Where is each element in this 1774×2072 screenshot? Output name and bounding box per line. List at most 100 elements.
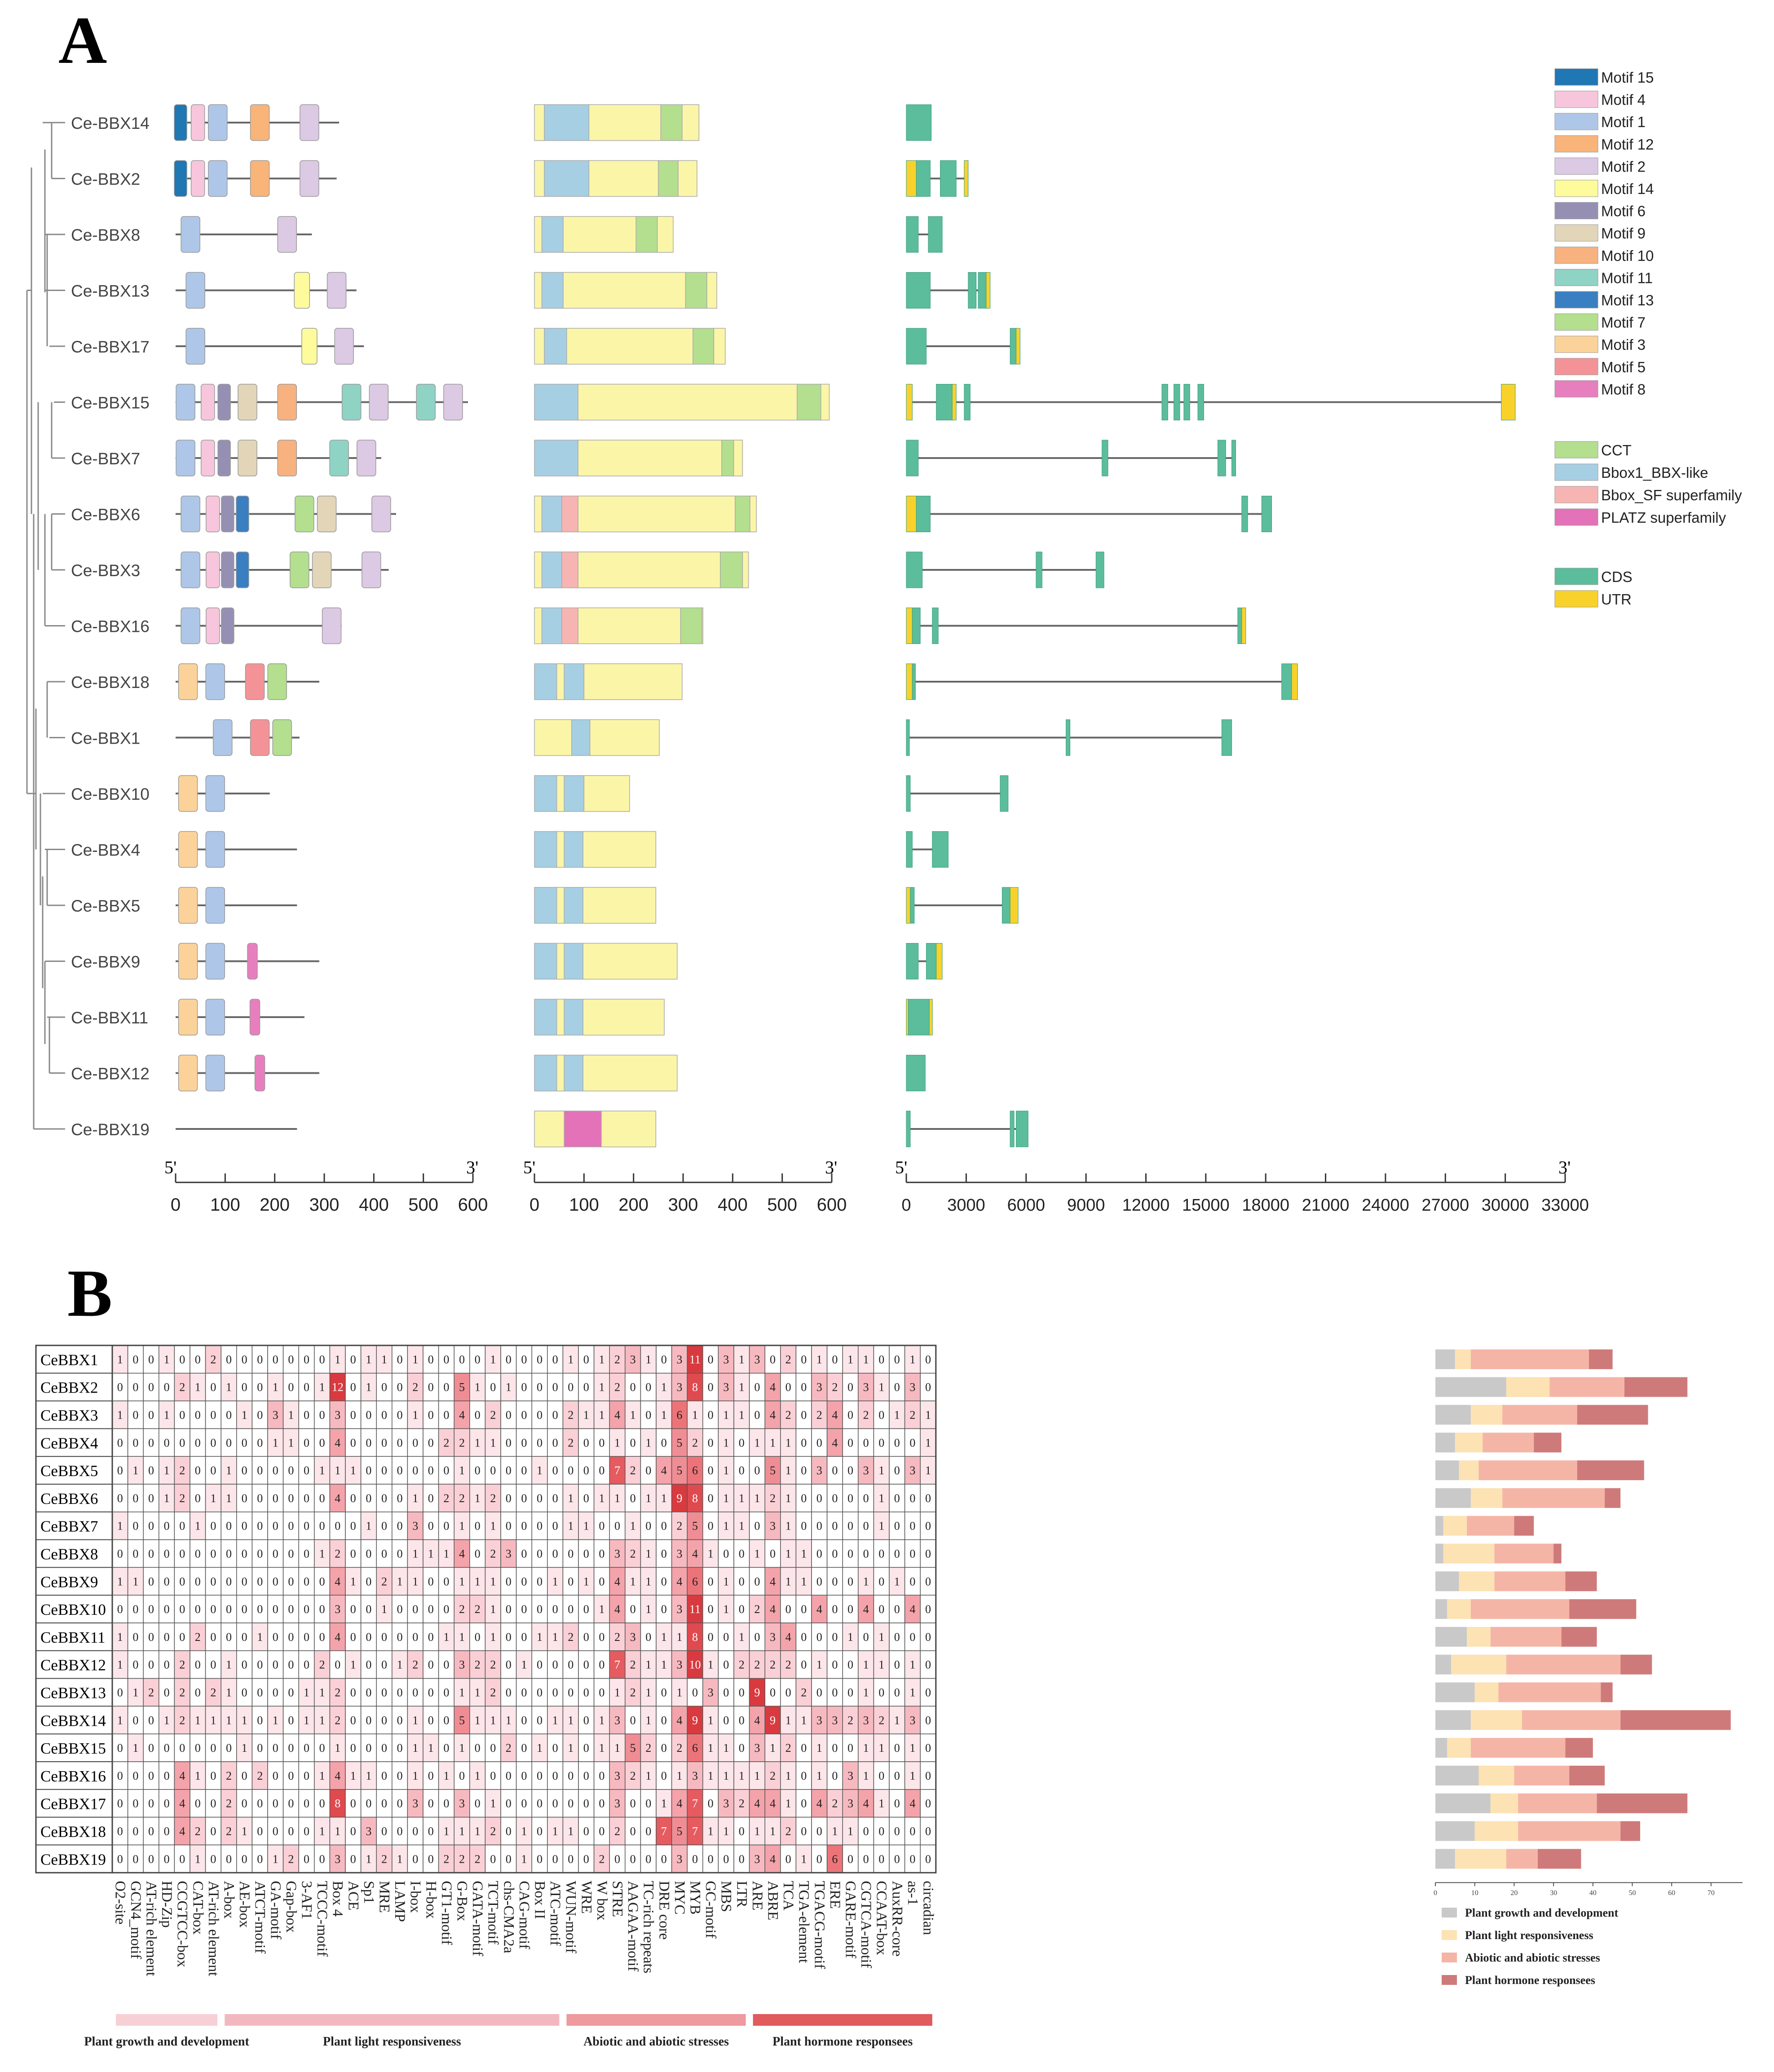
heatmap-cell <box>282 1761 299 1790</box>
heatmap-frame <box>111 1345 937 1874</box>
heatmap-value: 0 <box>645 1520 651 1533</box>
heatmap-value: 0 <box>397 1409 403 1422</box>
heatmap-value: 0 <box>894 1852 900 1865</box>
axis-tick-label: 300 <box>668 1195 698 1215</box>
heatmap-value: 2 <box>816 1409 822 1422</box>
heatmap-value: 0 <box>723 1852 729 1865</box>
motif-box-motif-1 <box>176 384 195 421</box>
heatmap-value: 0 <box>661 1852 667 1865</box>
motif-box-motif-5 <box>245 663 265 700</box>
heatmap-value: 0 <box>739 1852 745 1865</box>
heatmap-value: 0 <box>210 1741 216 1755</box>
heatmap-value: 0 <box>521 1436 527 1449</box>
heatmap-cell <box>873 1567 890 1596</box>
heatmap-value: 0 <box>288 1520 294 1533</box>
heatmap-value: 0 <box>878 1825 884 1838</box>
heatmap-cell <box>718 1844 734 1873</box>
heatmap-value: 0 <box>708 1603 714 1616</box>
heatmap-value: 0 <box>723 1547 729 1561</box>
heatmap-cell <box>438 1567 455 1596</box>
heatmap-value: 2 <box>412 1658 418 1671</box>
heatmap-column-label: GT1-motif <box>438 1881 455 1945</box>
domain-box-pale <box>534 551 543 588</box>
heatmap-value: 2 <box>459 1492 465 1505</box>
heatmap-value: 1 <box>661 1409 667 1422</box>
heatmap-value: 0 <box>428 1520 434 1533</box>
heatmap-cell <box>780 1567 797 1596</box>
bar-segment-cebbx10-plant-growth-and-development <box>1435 1599 1447 1619</box>
heatmap-value: 0 <box>537 1353 543 1366</box>
heatmap-value: 0 <box>179 1353 185 1366</box>
heatmap-cell <box>780 1456 797 1485</box>
heatmap-value: 0 <box>925 1825 931 1838</box>
heatmap-value: 0 <box>894 1686 900 1699</box>
heatmap-cell <box>143 1539 159 1568</box>
heatmap-value: 0 <box>179 1409 185 1422</box>
heatmap-value: 2 <box>475 1658 481 1671</box>
heatmap-cell <box>329 1400 346 1429</box>
heatmap-value: 0 <box>801 1353 807 1366</box>
domain-box-cct <box>720 551 743 588</box>
heatmap-value: 1 <box>599 1492 605 1505</box>
heatmap-value: 1 <box>894 1575 900 1588</box>
heatmap-value: 0 <box>381 1520 387 1533</box>
gene-name-label: Ce-BBX5 <box>71 897 140 915</box>
heatmap-cell <box>609 1595 626 1623</box>
heatmap-value: 0 <box>925 1353 931 1366</box>
heatmap-value: 0 <box>739 1575 745 1588</box>
heatmap-cell <box>640 1678 657 1707</box>
heatmap-value: 0 <box>583 1603 589 1616</box>
motif-box-motif-6 <box>217 384 231 421</box>
motif-box-motif-9 <box>317 495 337 533</box>
heatmap-value: 0 <box>506 1631 512 1644</box>
heatmap-value: 1 <box>459 1741 465 1755</box>
heatmap-value: 1 <box>117 1631 123 1644</box>
heatmap-cell <box>392 1456 408 1485</box>
motif-box-motif-8 <box>249 999 260 1036</box>
heatmap-value: 0 <box>164 1547 170 1561</box>
heatmap-column-label: AAGAA-motif <box>625 1881 641 1971</box>
heatmap-value: 0 <box>568 1547 574 1561</box>
heatmap-value: 0 <box>412 1436 418 1449</box>
gene-name-label: Ce-BBX2 <box>71 170 140 189</box>
heatmap-value: 0 <box>350 1436 356 1449</box>
legend-swatch-motif-14 <box>1554 180 1598 197</box>
heatmap-value: 1 <box>645 1769 651 1782</box>
heatmap-value: 1 <box>242 1714 247 1727</box>
exon-cds <box>940 160 957 197</box>
heatmap-cell <box>795 1733 812 1762</box>
heatmap-value: 0 <box>397 1603 403 1616</box>
domain-box-pale <box>534 216 543 253</box>
heatmap-value: 0 <box>132 1714 138 1727</box>
heatmap-value: 0 <box>412 1603 418 1616</box>
heatmap-value: 1 <box>226 1658 232 1671</box>
exon-utr <box>1010 887 1019 924</box>
heatmap-value: 0 <box>288 1769 294 1782</box>
bar-x-tick-label: 30 <box>1550 1889 1557 1897</box>
heatmap-cell <box>578 1789 595 1818</box>
exon-utr <box>906 384 913 420</box>
heatmap-value: 0 <box>226 1575 232 1588</box>
heatmap-value: 0 <box>443 1603 449 1616</box>
heatmap-value: 0 <box>257 1658 263 1671</box>
exon-cds <box>1183 384 1190 420</box>
heatmap-cell <box>733 1789 750 1818</box>
legend-label: Motif 1 <box>1601 114 1646 130</box>
legend-swatch-utr <box>1554 590 1598 608</box>
heatmap-value: 0 <box>443 1464 449 1477</box>
heatmap-cell <box>687 1484 703 1512</box>
heatmap-cell <box>687 1678 703 1707</box>
heatmap-value: 0 <box>770 1686 776 1699</box>
heatmap-cell <box>578 1373 595 1402</box>
domain-box-bbox1-bbx-like <box>534 887 557 924</box>
gene-name-label: Ce-BBX9 <box>71 953 140 971</box>
heatmap-value: 0 <box>661 1353 667 1366</box>
gene-name-label: Ce-BBX17 <box>71 338 150 356</box>
heatmap-value: 1 <box>350 1769 356 1782</box>
heatmap-cell <box>205 1844 221 1873</box>
heatmap-value: 2 <box>148 1686 154 1699</box>
domain-box-pale <box>589 719 660 756</box>
heatmap-value: 1 <box>412 1492 418 1505</box>
bar-x-tick-label: 0 <box>1434 1889 1437 1897</box>
heatmap-value: 1 <box>226 1464 232 1477</box>
